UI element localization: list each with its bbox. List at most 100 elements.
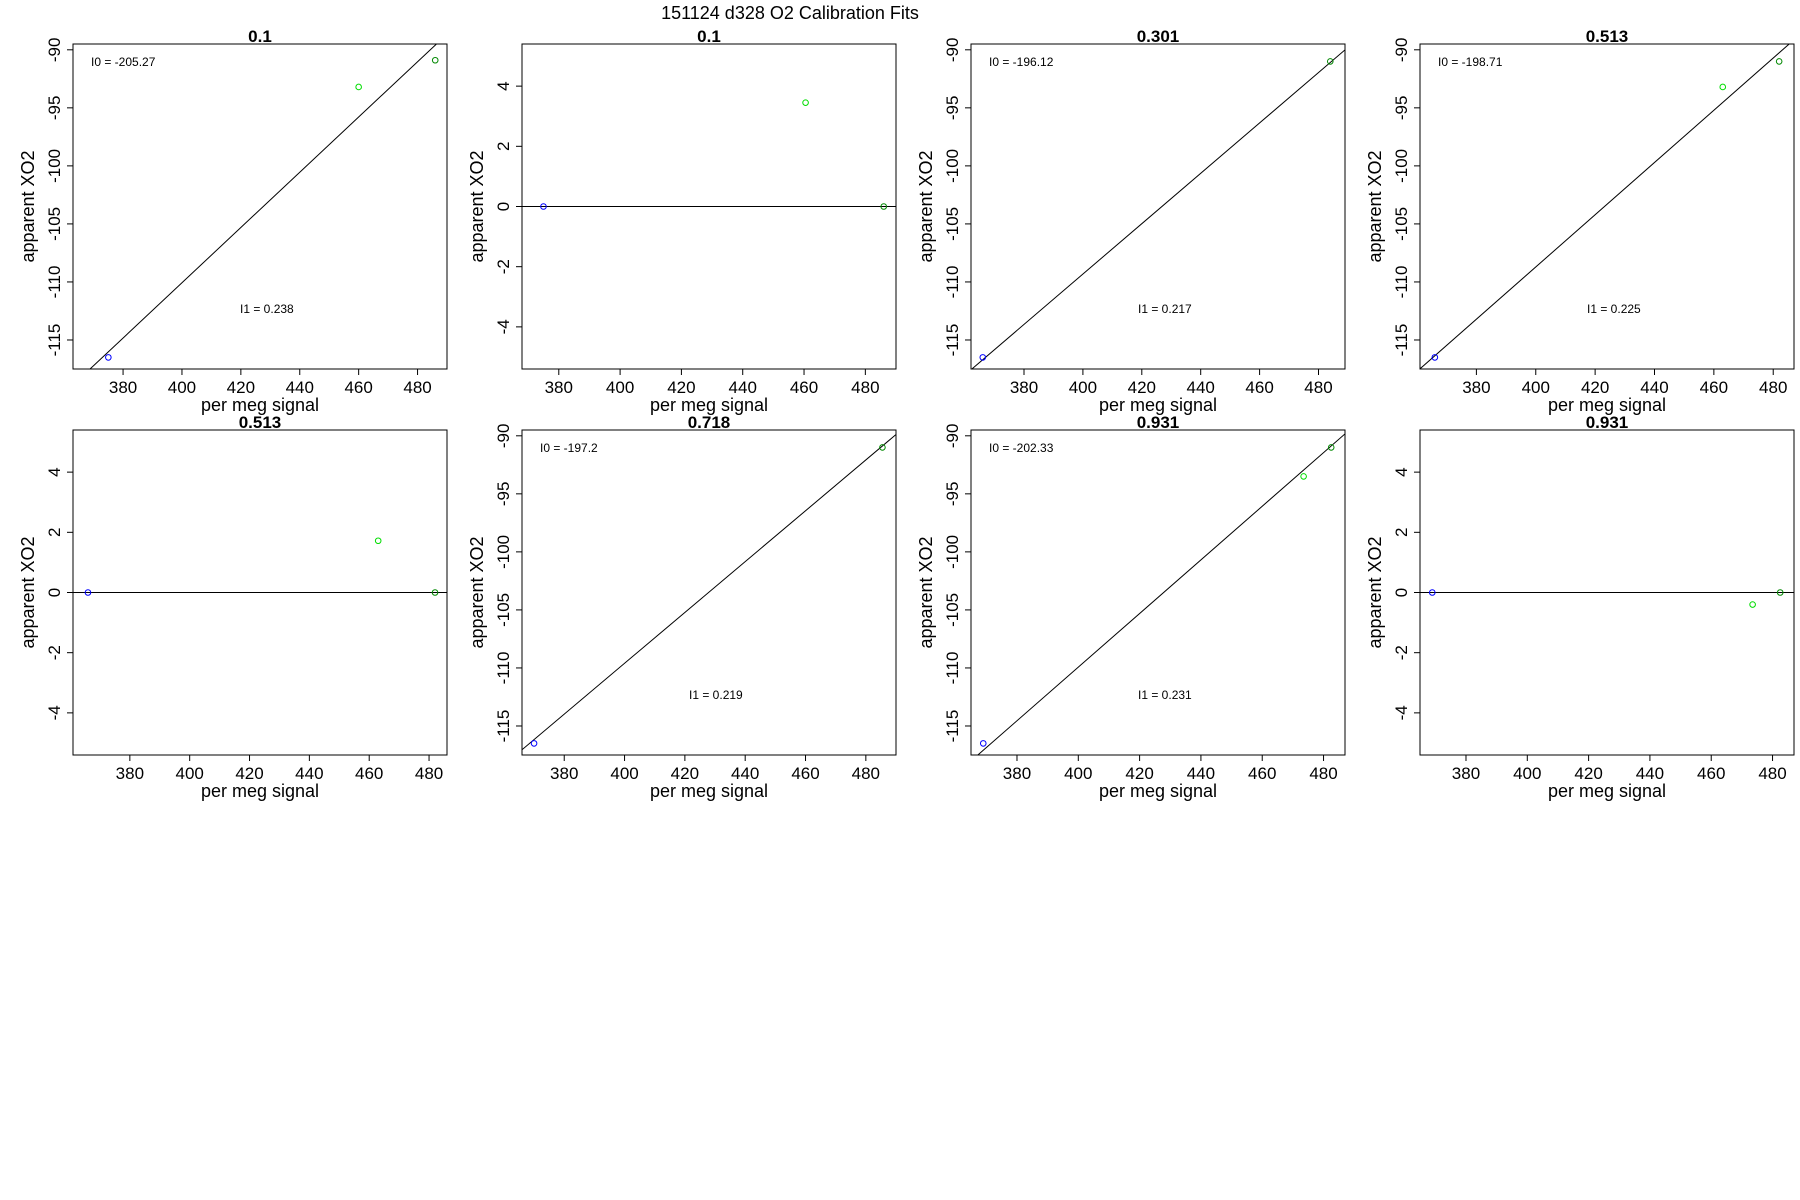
fit-annotation: I0 = -197.2 — [540, 441, 598, 455]
x-tick-label: 400 — [1513, 764, 1541, 783]
plot-area — [977, 433, 1345, 755]
y-tick-label: 0 — [45, 588, 64, 597]
data-point — [979, 354, 987, 361]
fit-annotation: I1 = 0.217 — [1138, 302, 1192, 316]
x-tick-label: 380 — [116, 764, 144, 783]
y-tick-label: 2 — [1392, 528, 1411, 537]
x-tick-label: 420 — [1128, 378, 1156, 397]
fit-annotation: I0 = -202.33 — [989, 441, 1054, 455]
data-point — [105, 354, 112, 361]
y-tick-label: -100 — [943, 149, 962, 183]
x-tick-label: 460 — [1697, 764, 1725, 783]
x-tick-label: 400 — [1522, 378, 1550, 397]
y-tick-label: -90 — [1392, 38, 1411, 63]
x-tick-label: 440 — [731, 764, 759, 783]
y-tick-label: -4 — [45, 705, 64, 720]
y-tick-label: -115 — [943, 710, 962, 743]
x-tick-label: 420 — [235, 764, 263, 783]
y-tick-label: -2 — [494, 259, 513, 274]
y-tick-label: -105 — [494, 593, 513, 627]
panel-title: 0.1 — [697, 27, 721, 46]
y-axis-label: apparent XO2 — [1365, 536, 1385, 648]
fit-line — [977, 433, 1345, 755]
x-tick-label: 460 — [1248, 764, 1276, 783]
x-axis-label: per meg signal — [201, 781, 319, 801]
panel-title: 0.1 — [248, 27, 272, 46]
x-tick-label: 440 — [295, 764, 323, 783]
x-tick-label: 440 — [1187, 764, 1215, 783]
y-tick-label: -100 — [494, 535, 513, 569]
y-tick-label: -115 — [45, 324, 64, 357]
x-axis-label: per meg signal — [201, 395, 319, 415]
y-tick-label: -100 — [1392, 149, 1411, 183]
data-point — [1326, 58, 1334, 65]
plot-frame — [1419, 43, 1795, 370]
y-tick-label: 0 — [1392, 588, 1411, 597]
data-point — [84, 589, 92, 596]
fit-annotation: I0 = -205.27 — [91, 55, 156, 69]
y-tick-label: -95 — [45, 96, 64, 121]
panel-title: 0.513 — [1586, 27, 1629, 46]
y-tick-label: -100 — [45, 149, 64, 183]
y-tick-label: -95 — [494, 482, 513, 507]
plot-area — [1420, 589, 1794, 608]
x-tick-label: 380 — [109, 378, 137, 397]
x-tick-label: 400 — [176, 764, 204, 783]
x-tick-label: 460 — [1245, 378, 1273, 397]
y-tick-label: -110 — [494, 652, 513, 685]
y-tick-label: -2 — [45, 645, 64, 660]
x-tick-label: 400 — [1064, 764, 1092, 783]
y-tick-label: 0 — [494, 202, 513, 211]
x-tick-label: 380 — [1452, 764, 1480, 783]
x-tick-label: 400 — [1069, 378, 1097, 397]
x-axis-label: per meg signal — [1099, 781, 1217, 801]
data-point — [880, 203, 888, 210]
fit-annotation: I1 = 0.219 — [689, 688, 743, 702]
fit-line — [522, 433, 896, 751]
main-title: 151124 d328 O2 Calibration Fits — [661, 3, 919, 23]
x-tick-label: 380 — [1003, 764, 1031, 783]
x-axis-label: per meg signal — [650, 395, 768, 415]
x-tick-label: 420 — [1574, 764, 1602, 783]
data-point — [530, 740, 538, 747]
y-tick-label: -115 — [494, 710, 513, 743]
y-tick-label: -115 — [1392, 324, 1411, 357]
y-axis-label: apparent XO2 — [1365, 150, 1385, 262]
fit-annotation: I1 = 0.238 — [240, 302, 294, 316]
data-point — [431, 589, 439, 596]
data-point — [374, 537, 382, 545]
x-tick-label: 480 — [403, 378, 431, 397]
y-tick-label: -110 — [943, 266, 962, 299]
data-point — [355, 83, 362, 91]
fit-annotation: I0 = -198.71 — [1438, 55, 1503, 69]
y-tick-label: -90 — [943, 424, 962, 449]
x-tick-label: 400 — [168, 378, 196, 397]
data-point — [802, 99, 809, 106]
plot-area — [73, 537, 447, 596]
x-tick-label: 440 — [1187, 378, 1215, 397]
x-axis-label: per meg signal — [650, 781, 768, 801]
y-tick-label: -110 — [1392, 266, 1411, 299]
y-axis-label: apparent XO2 — [18, 150, 38, 262]
plot-area — [971, 49, 1345, 369]
y-axis-label: apparent XO2 — [916, 536, 936, 648]
data-point — [540, 203, 547, 210]
x-tick-label: 460 — [1700, 378, 1728, 397]
x-tick-label: 460 — [344, 378, 372, 397]
y-tick-label: 4 — [45, 467, 64, 476]
y-axis-label: apparent XO2 — [467, 536, 487, 648]
x-tick-label: 480 — [1758, 764, 1786, 783]
plot-area — [522, 433, 896, 751]
y-tick-label: -4 — [494, 319, 513, 334]
x-tick-label: 440 — [1636, 764, 1664, 783]
plot-area — [1420, 44, 1790, 369]
y-tick-label: -95 — [1392, 96, 1411, 121]
fit-annotation: I1 = 0.231 — [1138, 688, 1192, 702]
data-point — [879, 444, 886, 451]
plot-area — [89, 44, 439, 369]
data-point — [1719, 83, 1727, 91]
y-tick-label: -2 — [1392, 645, 1411, 660]
y-tick-label: -110 — [943, 652, 962, 685]
